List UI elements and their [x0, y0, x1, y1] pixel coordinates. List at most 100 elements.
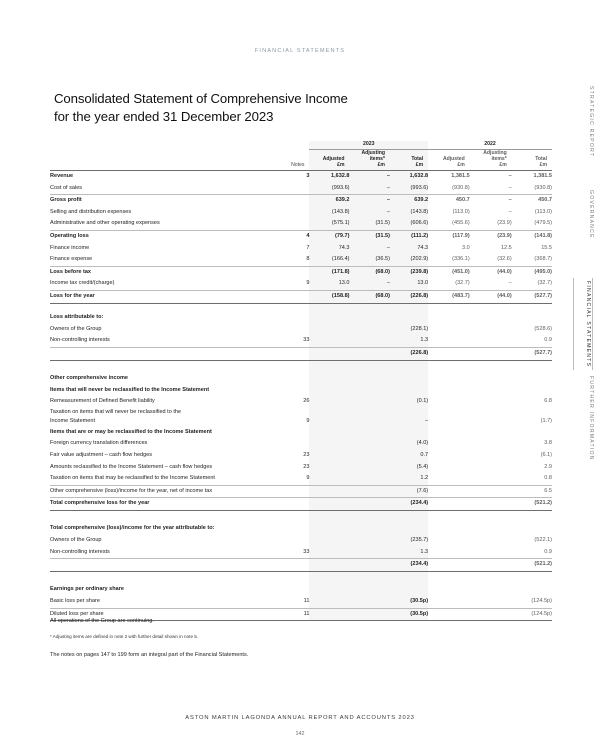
cell-total-2022: 6.8 [544, 398, 552, 405]
table-row: Basic loss per share 11 (30.5p) (124.5p) [50, 595, 552, 609]
cell-adjusting-2023 [349, 461, 390, 474]
cell-total-2022: (32.7) [511, 278, 552, 292]
table-row: Taxation on items that may be reclassifi… [50, 473, 552, 486]
col-header-adjusting-2022: Adjusting items* £m [470, 149, 512, 171]
cell-adjusted-2023 [309, 595, 350, 609]
cell-total-2023: (143.8) [389, 206, 429, 219]
row-label: Foreign currency translation differences [50, 440, 148, 447]
cell-total-2022: (368.7) [511, 254, 552, 267]
cell-adjusted-2022: (32.7) [428, 278, 470, 292]
section-heading-tci-attributable: Total comprehensive (loss)/income for th… [50, 523, 552, 536]
cell-adjusted-2023: (993.6) [309, 182, 350, 196]
cell-adjusted-2023 [309, 558, 350, 572]
spacer-row [50, 571, 552, 585]
cell-adjusting-2023 [349, 407, 390, 427]
cell-adjusting-2022: (44.0) [469, 290, 512, 304]
row-note-ref: 23 [303, 463, 310, 470]
col-header-adjusted-2022-label: Adjusted [442, 155, 465, 162]
table-row: Finance income 7 74.3–74.3 3.0 12.5 15.5 [50, 242, 552, 255]
cell-adjusted-2022 [428, 595, 470, 609]
note-pages-reference: The notes on pages 147 to 199 form an in… [50, 652, 249, 658]
section-heading-label: Other comprehensive income [50, 375, 128, 382]
row-note-ref: 11 [277, 608, 310, 622]
table-row: Loss before tax (171.8) (68.0) (239.8) (451.… [50, 266, 552, 279]
row-note-ref: 23 [303, 451, 310, 458]
cell-adjusting-2023: (68.0) [349, 290, 390, 304]
row-label: Finance expense [50, 254, 278, 267]
cell-adjusting-2023 [349, 608, 390, 622]
cell-adjusting-2022: – [469, 170, 512, 183]
row-note-ref: 9 [277, 278, 310, 292]
sidebar-tab-financial-statements[interactable]: FINANCIAL STATEMENTS [573, 278, 593, 371]
row-label: Owners of the Group [50, 325, 102, 332]
cell-total-2023: (5.4) [389, 461, 429, 474]
cell-adjusted-2023: 74.3 [309, 242, 350, 255]
cell-adjusted-2023: 13.0 [309, 278, 350, 292]
cell-adjusted-2023 [309, 485, 350, 499]
cell-adjusting-2022 [469, 335, 512, 348]
cell-total-2023: (234.4) [389, 497, 429, 511]
cell-adjusted-2022: (930.8) [428, 182, 470, 196]
cell-adjusting-2022 [469, 485, 512, 499]
cell-total-2023: (30.5p) [389, 608, 429, 622]
cell-total-2023: (111.2) [389, 230, 429, 243]
sidebar-tab-further-information[interactable]: FURTHER INFORMATION [588, 376, 594, 461]
row-label: Cost of sales [50, 182, 278, 196]
cell-adjusting-2022 [469, 347, 512, 361]
cell-total-2023: 1.3 [389, 546, 429, 560]
cell-adjusting-2022 [470, 438, 512, 450]
cell-adjusting-2023: (31.5) [349, 218, 390, 232]
table-row: Remeasurement of Defined Benefit liabili… [50, 396, 552, 408]
cell-adjusting-2022: (23.9) [469, 218, 512, 232]
table-row: Owners of the Group (235.7) (522.1) [50, 535, 552, 547]
cell-adjusting-2022 [470, 408, 512, 427]
row-label: Fair value adjustment – cash flow hedges [50, 451, 153, 458]
table-row: Finance expense 8 (166.4) (36.5) (202.9) (336… [50, 254, 552, 267]
cell-total-2023: 0.7 [389, 449, 429, 462]
cell-adjusted-2023 [309, 323, 350, 336]
table-row: Revenue 3 1,632.8–1,632.8 1,381.5–1,381.5 [50, 170, 552, 183]
cell-adjusting-2022 [469, 608, 512, 622]
cell-total-2022: 3.8 [544, 440, 552, 447]
section-heading-label: Loss attributable to: [50, 314, 104, 321]
cell-total-2022: 15.5 [541, 244, 552, 251]
cell-adjusted-2023 [309, 407, 350, 427]
cell-adjusted-2023 [309, 546, 350, 560]
sidebar-tab-strategic-report[interactable]: STRATEGIC REPORT [588, 86, 594, 158]
row-label: Loss for the year [50, 290, 278, 304]
row-note-ref [277, 485, 310, 499]
row-label: Administrative and other operating expen… [50, 218, 278, 232]
cell-total-2022: (495.0) [534, 268, 552, 275]
col-header-adjusted-2023: Adjusted £m [309, 149, 350, 171]
row-note-ref [277, 497, 310, 511]
row-note-ref [277, 290, 310, 304]
cell-adjusting-2023 [349, 546, 390, 560]
cell-total-2023: (993.6) [389, 182, 429, 196]
cell-adjusted-2022: 450.7 [455, 197, 470, 204]
cell-total-2022: (479.5) [511, 218, 552, 232]
table-header-years: 2023 2022 [50, 141, 552, 150]
table-header-columns: Notes Adjusted £m Adjusting items* £m To… [50, 149, 552, 171]
cell-total-2022: 0.8 [511, 473, 552, 486]
cell-total-2023: 639.2 [389, 194, 429, 207]
cell-adjusting-2022: – [508, 197, 512, 204]
row-label: Taxation on items that may be reclassifi… [50, 473, 278, 486]
cell-total-2022: (528.6) [534, 325, 552, 332]
cell-total-2022: (527.7) [511, 290, 552, 304]
spacer-row [50, 510, 552, 524]
spacer-row [50, 360, 552, 374]
sidebar-tab-governance[interactable]: GOVERNANCE [588, 190, 594, 239]
cell-adjusting-2022 [469, 473, 512, 486]
cell-adjusting-2023: – [349, 278, 390, 292]
cell-total-2023: (226.8) [389, 290, 429, 304]
col-header-adjusting-2022-unit: £m [499, 161, 507, 168]
row-label: Other comprehensive (loss)/income for th… [50, 485, 278, 499]
section-tab-rail: STRATEGIC REPORT GOVERNANCE FINANCIAL ST… [573, 86, 596, 486]
footer-report-title: ASTON MARTIN LAGONDA ANNUAL REPORT AND A… [185, 715, 415, 721]
cell-adjusted-2023 [309, 535, 350, 547]
cell-total-2023: (228.1) [389, 323, 429, 336]
cell-total-2023: (30.5p) [389, 595, 429, 609]
table-row: Gross profit 639.2–639.2 450.7–450.7 [50, 194, 552, 207]
page-title-line-1: Consolidated Statement of Comprehensive … [54, 91, 348, 106]
cell-total-2023: (226.8) [389, 347, 429, 361]
